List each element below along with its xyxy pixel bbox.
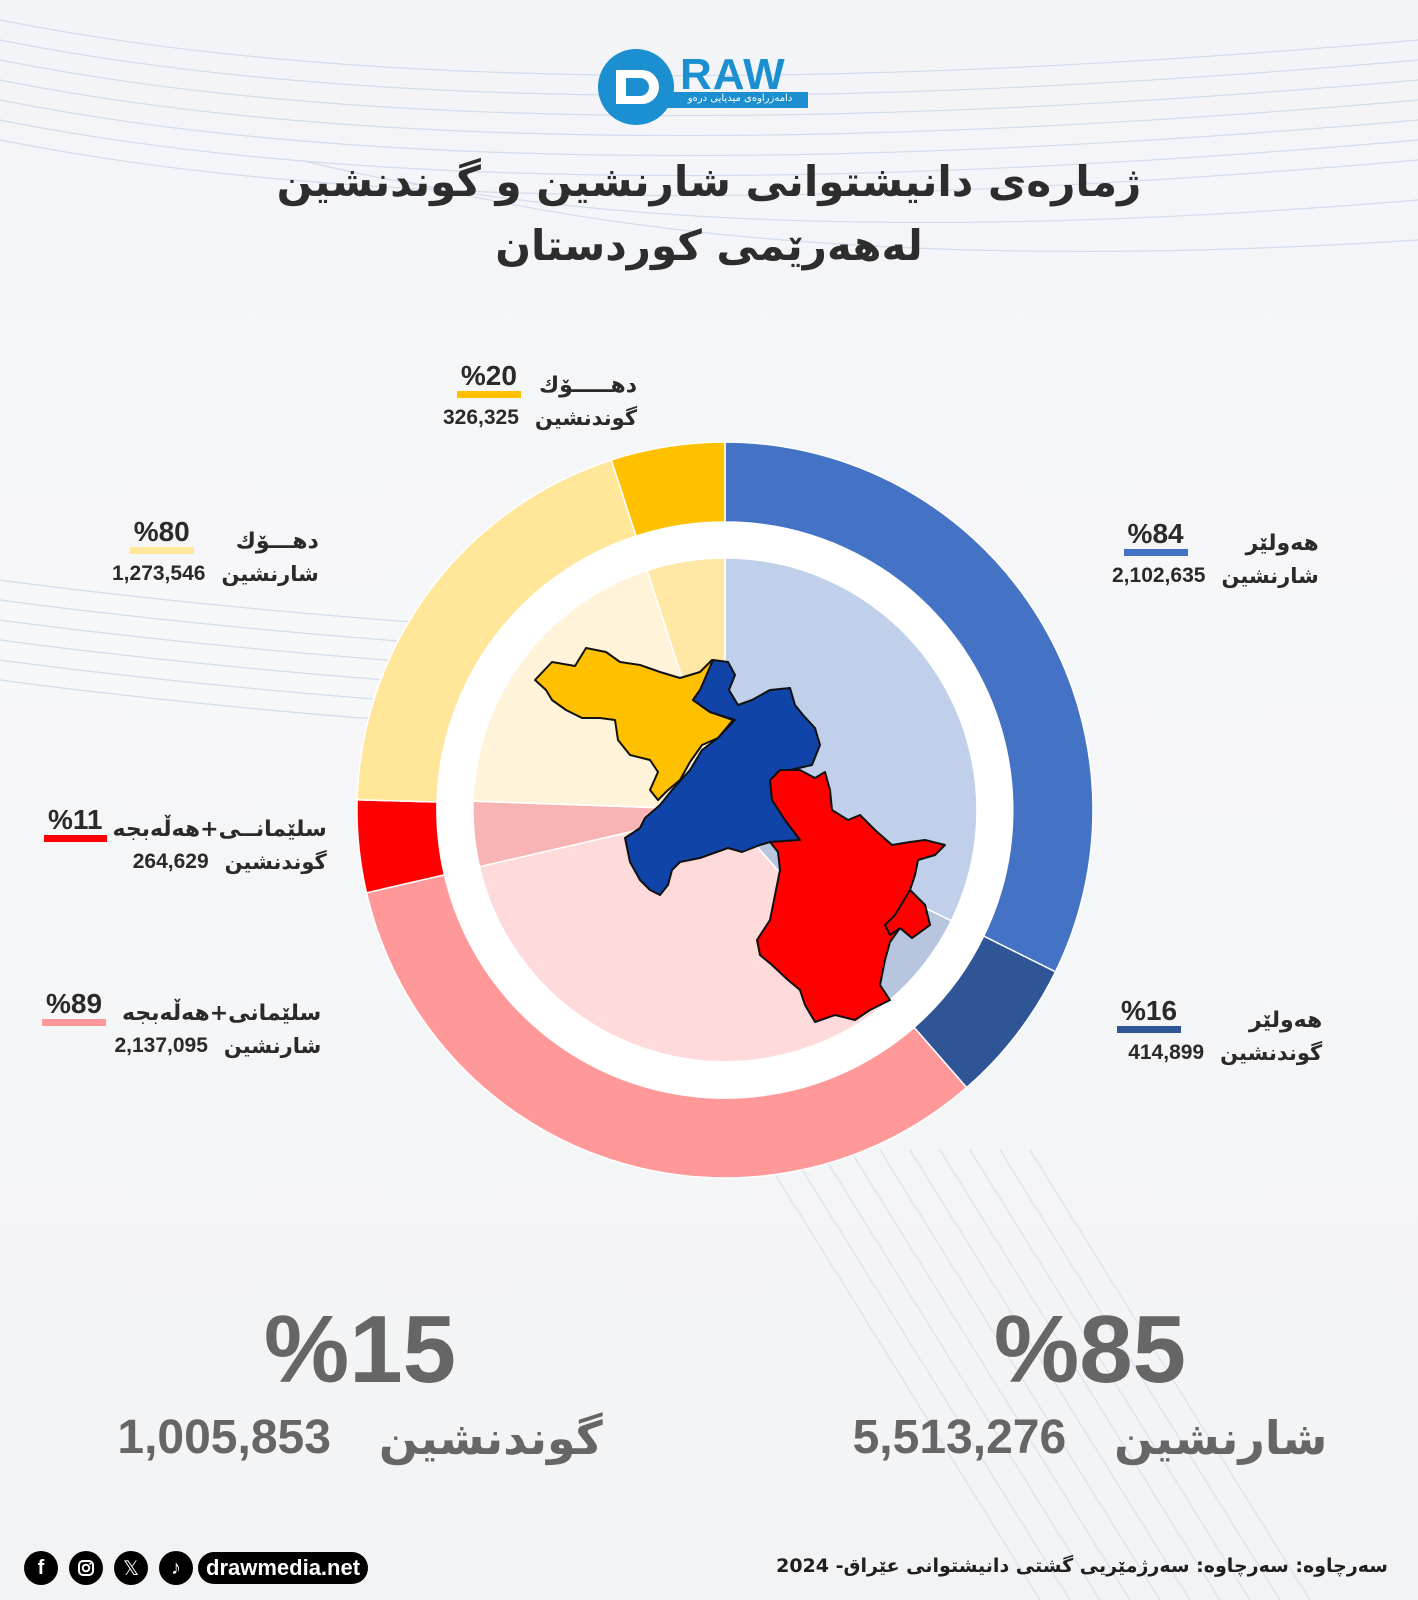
title-line-2: لەهەرێمی کوردستان — [495, 221, 923, 270]
instagram-icon[interactable] — [69, 1551, 103, 1585]
map-halabja — [884, 889, 931, 939]
population-type: گوندنشین — [534, 406, 638, 430]
total-rural-value: 1,005,853 — [117, 1411, 331, 1464]
population-type: گوندنشین — [224, 850, 327, 874]
x-icon[interactable]: 𝕏 — [114, 1551, 148, 1585]
region-name: دهـــــۆك — [538, 373, 638, 398]
percent-value: %11 — [44, 805, 107, 842]
population-value: 1,273,546 — [112, 562, 206, 585]
source-note: سەرچاوە: سەرچاوە: سەرژمێریی گشتی دانیشتو… — [776, 1555, 1388, 1577]
label-duhok-rural: دهـــــۆك %20 گوندنشین 326,325 — [443, 361, 638, 431]
label-erbil-rural: هەولێر %16 گوندنشین 414,899 — [1117, 996, 1323, 1065]
logo-wordmark: RAW — [680, 50, 786, 99]
inner-suly-urban — [478, 809, 892, 1063]
population-value: 264,629 — [132, 850, 209, 873]
population-type: گوندنشین — [1220, 1041, 1323, 1065]
total-urban-value: 5,513,276 — [852, 1411, 1067, 1464]
page-title: ژمارەی دانیشتوانی شارنشین و گوندنشین لەه… — [200, 150, 1218, 278]
percent-value: %20 — [456, 361, 521, 398]
map-erbil — [624, 659, 821, 896]
population-type: شارنشین — [1221, 564, 1319, 588]
label-suly-rural: سلێمانــی+هەڵەبجە %11 گوندنشین 264,629 — [44, 805, 327, 874]
kurdistan-map — [534, 647, 946, 1023]
map-sulaymaniyah — [756, 769, 946, 1023]
percent-value: %84 — [1123, 519, 1188, 556]
population-type: شارنشین — [223, 1034, 322, 1058]
tiktok-icon[interactable]: ♪ — [159, 1551, 193, 1585]
label-duhok-urban: دهـــۆك %80 شارنشین 1,273,546 — [112, 517, 319, 587]
label-erbil-urban: هەولێر %84 شارنشین 2,102,635 — [1112, 519, 1319, 589]
outer-ring — [356, 441, 1094, 1179]
percent-value: %89 — [42, 989, 107, 1026]
slice-suly-urban — [365, 873, 968, 1179]
label-suly-urban: سلێمانی+هەڵەبجە %89 شارنشین 2,137,095 — [42, 989, 322, 1058]
region-name: دهـــۆك — [235, 529, 319, 554]
total-rural-percent: %15 — [263, 1296, 457, 1403]
social-links: f 𝕏 ♪ drawmedia.net — [24, 1551, 369, 1585]
population-value: 2,102,635 — [1112, 564, 1206, 587]
region-name: سلێمانی+هەڵەبجە — [122, 1001, 322, 1026]
title-line-1: ژمارەی دانیشتوانی شارنشین و گوندنشین — [276, 157, 1142, 206]
map-duhok — [534, 647, 734, 801]
region-name: هەولێر — [1245, 531, 1319, 556]
population-value: 326,325 — [443, 406, 519, 429]
population-type: شارنشین — [221, 562, 319, 586]
total-rural: %15 گوندنشین 1,005,853 — [100, 1300, 620, 1465]
population-value: 2,137,095 — [114, 1034, 208, 1057]
total-urban-percent: %85 — [993, 1296, 1187, 1403]
total-urban-label: شارنشین — [1114, 1410, 1328, 1465]
nested-donut-chart — [356, 441, 1094, 1179]
total-rural-label: گوندنشین — [378, 1410, 603, 1465]
region-name: هەولێر — [1249, 1008, 1323, 1033]
logo-subtitle: دامەزراوەی میدیایی درەو — [687, 93, 793, 104]
region-name: سلێمانــی+هەڵەبجە — [112, 817, 327, 842]
facebook-icon[interactable]: f — [24, 1551, 58, 1585]
total-urban: %85 شارنشین 5,513,276 — [850, 1300, 1330, 1465]
website-link[interactable]: drawmedia.net — [198, 1552, 369, 1584]
draw-logo: RAW دامەزراوەی میدیایی درەو — [596, 42, 826, 132]
population-value: 414,899 — [1128, 1041, 1205, 1064]
percent-value: %16 — [1117, 996, 1182, 1033]
percent-value: %80 — [129, 517, 194, 554]
